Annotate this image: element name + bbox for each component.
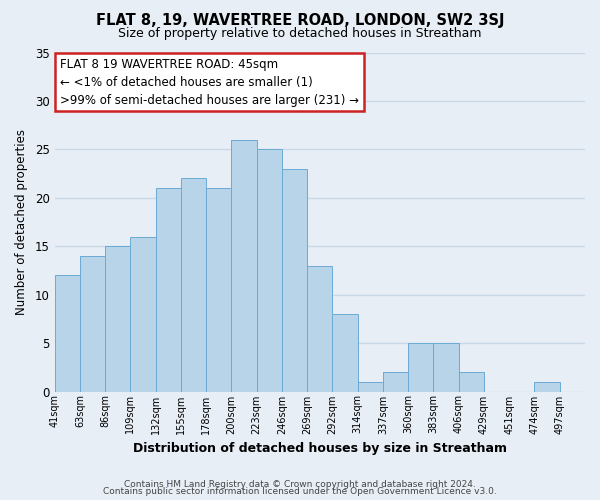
Bar <box>433 343 459 392</box>
Bar <box>155 188 181 392</box>
Bar <box>358 382 383 392</box>
X-axis label: Distribution of detached houses by size in Streatham: Distribution of detached houses by size … <box>133 442 507 455</box>
Bar <box>55 276 80 392</box>
Bar <box>130 236 155 392</box>
Bar <box>307 266 332 392</box>
Bar <box>383 372 408 392</box>
Text: Contains public sector information licensed under the Open Government Licence v3: Contains public sector information licen… <box>103 487 497 496</box>
Text: Size of property relative to detached houses in Streatham: Size of property relative to detached ho… <box>118 28 482 40</box>
Bar <box>332 314 358 392</box>
Bar <box>181 178 206 392</box>
Bar <box>257 150 282 392</box>
Text: Contains HM Land Registry data © Crown copyright and database right 2024.: Contains HM Land Registry data © Crown c… <box>124 480 476 489</box>
Text: FLAT 8, 19, WAVERTREE ROAD, LONDON, SW2 3SJ: FLAT 8, 19, WAVERTREE ROAD, LONDON, SW2 … <box>96 12 504 28</box>
Bar <box>232 140 257 392</box>
Text: FLAT 8 19 WAVERTREE ROAD: 45sqm
← <1% of detached houses are smaller (1)
>99% of: FLAT 8 19 WAVERTREE ROAD: 45sqm ← <1% of… <box>60 58 359 106</box>
Bar <box>80 256 105 392</box>
Bar <box>206 188 232 392</box>
Bar <box>105 246 130 392</box>
Bar <box>535 382 560 392</box>
Y-axis label: Number of detached properties: Number of detached properties <box>15 129 28 315</box>
Bar <box>459 372 484 392</box>
Bar <box>282 168 307 392</box>
Bar <box>408 343 433 392</box>
